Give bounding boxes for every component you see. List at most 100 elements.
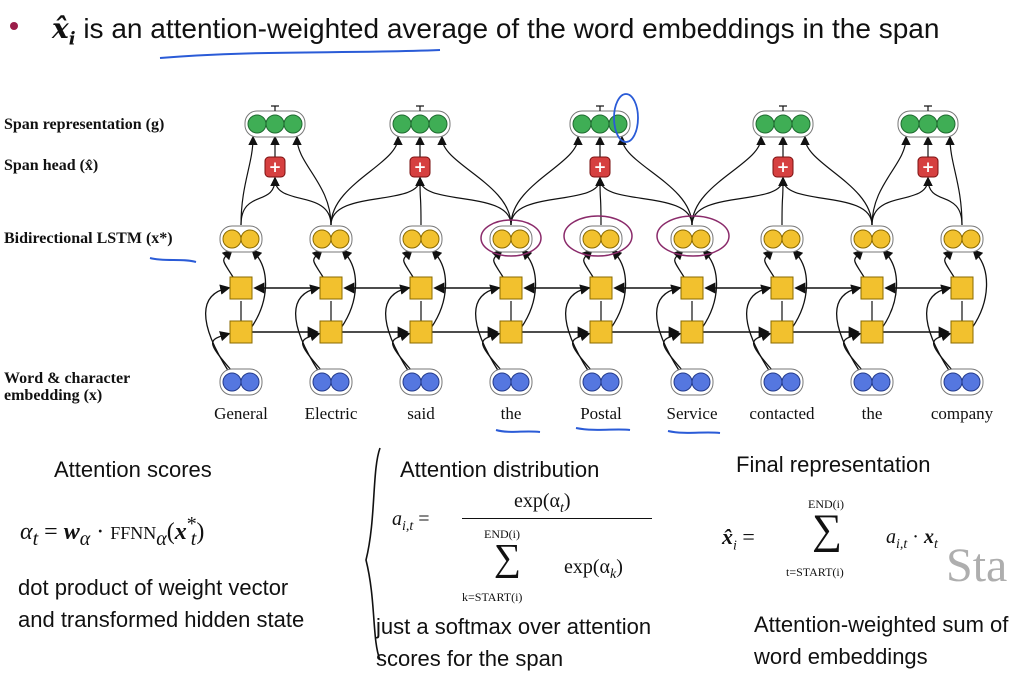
span-representation-node: [283, 114, 303, 134]
label-embedding-line2: embedding (x): [4, 387, 103, 404]
bilstm-node: [510, 229, 530, 249]
embedding-to-lstm-arrow: [746, 284, 772, 373]
bilstm-to-span-arrow: [510, 135, 583, 226]
span-head-node: [917, 156, 939, 178]
circle-annotation: [480, 219, 542, 257]
lstm-to-output-arrow: [701, 249, 718, 329]
bilstm-to-head-arrow: [923, 176, 963, 226]
embedding-to-lstm-arrow: [211, 331, 232, 371]
circle-annotation: [563, 215, 633, 257]
span-head-node: [409, 156, 431, 178]
a-sub: i,t: [402, 519, 414, 534]
lstm-to-output-arrow: [581, 249, 594, 278]
span-representation-node: [608, 114, 628, 134]
embedding-node: [240, 372, 260, 392]
embedding-node: [691, 372, 711, 392]
span-representation-node: [773, 114, 793, 134]
lstm-forward-cell: [229, 320, 253, 344]
lstm-to-output-arrow: [401, 249, 414, 278]
bullet-symbol: x̂: [52, 12, 69, 45]
embedding-to-lstm-arrow: [385, 284, 411, 373]
bilstm-node: [312, 229, 332, 249]
attention-distribution-lhs: ai,t =: [392, 508, 430, 534]
lstm-forward-cell: [860, 320, 884, 344]
attention-scores-title: Attention scores: [54, 457, 212, 482]
label-span-representation: Span representation (g): [4, 116, 165, 133]
lstm-to-output-arrow: [791, 249, 808, 329]
bilstm-node: [871, 229, 891, 249]
final-sum-symbol: ∑: [812, 507, 842, 553]
bullet-sentence: is an attention-weighted average of the …: [83, 13, 940, 44]
lstm-to-output-arrow: [311, 249, 324, 278]
underline-annotation: [149, 257, 197, 263]
lstm-backward-cell: [680, 276, 704, 300]
final-representation-term: ai,t · xt: [886, 526, 938, 552]
lstm-to-output-arrow: [971, 249, 988, 329]
embedding-node: [222, 372, 242, 392]
final-representation-title: Final representation: [736, 452, 931, 477]
bilstm-to-span-arrow: [871, 135, 911, 226]
final-representation-lhs: x̂i =: [722, 524, 755, 554]
denominator-sub: k: [610, 567, 617, 582]
word-general: General: [214, 404, 268, 423]
lstm-backward-cell: [950, 276, 974, 300]
lstm-to-output-arrow: [672, 249, 685, 278]
span-representation-node: [572, 114, 592, 134]
embedding-to-lstm-arrow: [656, 284, 682, 373]
bilstm-to-span-arrow: [945, 135, 963, 226]
numerator-sub: t: [560, 501, 564, 516]
word-the: the: [500, 404, 522, 423]
alpha-symbol: α: [20, 519, 33, 545]
span-representation-node: [428, 114, 448, 134]
bilstm-node: [402, 229, 422, 249]
lstm-backward-cell: [319, 276, 343, 300]
embedding-node: [510, 372, 530, 392]
lstm-backward-cell: [229, 276, 253, 300]
embedding-to-lstm-arrow: [932, 331, 953, 371]
lstm-to-output-arrow: [430, 249, 447, 329]
final-sum-top-label: END(i): [808, 497, 844, 511]
bilstm-to-span-arrow: [617, 135, 693, 226]
embedding-to-lstm-arrow: [295, 284, 321, 373]
lstm-to-output-arrow: [520, 249, 537, 329]
embedding-node: [943, 372, 963, 392]
alpha-sub: t: [32, 527, 39, 550]
embedding-node: [871, 372, 891, 392]
attention-distribution-denominator: exp(αk): [564, 556, 623, 582]
bilstm-to-head-arrow: [415, 176, 425, 226]
word-the-2: the: [861, 404, 883, 423]
lstm-forward-cell: [589, 320, 613, 344]
embedding-node: [420, 372, 440, 392]
lstm-forward-cell: [770, 320, 794, 344]
embedding-node: [853, 372, 873, 392]
label-embedding-line1: Word & character: [4, 370, 131, 387]
underline-annotation: [159, 49, 441, 59]
span-representation-node: [755, 114, 775, 134]
lstm-forward-cell: [950, 320, 974, 344]
embedding-to-lstm-arrow: [662, 331, 683, 371]
span-representation-node: [247, 114, 267, 134]
lstm-to-output-arrow: [221, 249, 234, 278]
embedding-node: [312, 372, 332, 392]
x-t-symbol: x: [923, 526, 934, 548]
final-sum-bottom-label: t=START(i): [786, 565, 844, 579]
word-electric: Electric: [304, 404, 358, 423]
lstm-backward-cell: [589, 276, 613, 300]
span-representation-node: [590, 114, 610, 134]
lstm-to-output-arrow: [491, 249, 504, 278]
lstm-to-output-arrow: [250, 249, 267, 329]
lstm-to-output-arrow: [881, 249, 898, 329]
lstm-to-output-arrow: [762, 249, 775, 278]
embedding-to-lstm-arrow: [475, 284, 501, 373]
span-representation-node: [900, 114, 920, 134]
watermark-text: Sta: [946, 539, 1008, 592]
span-head-plus: +: [594, 158, 607, 176]
a-it-symbol: a: [886, 526, 896, 548]
section-brace: [365, 447, 381, 661]
bilstm-to-head-arrow: [691, 176, 788, 226]
bilstm-to-span-arrow: [292, 135, 332, 226]
span-head-plus: +: [269, 158, 282, 176]
a-symbol: a: [392, 508, 402, 530]
bilstm-to-head-arrow: [415, 176, 512, 226]
